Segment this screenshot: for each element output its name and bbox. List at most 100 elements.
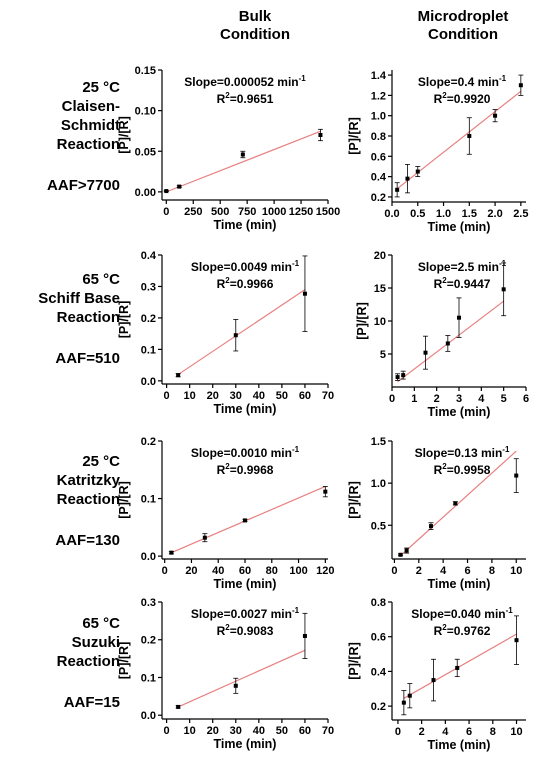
slope-annotation: Slope=0.4 min-1 [418, 74, 507, 89]
y-tick-label: 0.8 [371, 597, 386, 609]
x-tick-label: 100 [289, 565, 307, 577]
y-tick-label: 20 [374, 250, 386, 262]
data-point [404, 548, 409, 553]
data-point [323, 489, 328, 494]
data-point [233, 333, 238, 338]
y-tick-label: 1.0 [371, 478, 386, 490]
x-axis-label: Time (min) [214, 218, 277, 232]
r2-value: =0.9968 [230, 463, 274, 477]
y-axis-label: [P]/[R] [347, 642, 361, 680]
data-point [455, 665, 460, 670]
y-tick-label: 0.4 [371, 172, 387, 184]
y-tick-label: 15 [374, 283, 386, 295]
fit-line [403, 633, 517, 699]
y-tick-label: 0.3 [141, 597, 156, 609]
data-point [493, 113, 498, 118]
y-tick-label: 0.05 [135, 146, 156, 158]
row-label-claisen-schmidt: 25 °C Claisen- Schmidt Reaction AAF>7700 [0, 78, 120, 195]
r2-annotation: R2=0.9083 [217, 623, 274, 638]
r2-exponent: 2 [442, 462, 447, 471]
data-point [457, 315, 461, 320]
r2-value: =0.9920 [447, 92, 491, 106]
data-point [302, 633, 307, 638]
row-aaf: AAF>7700 [47, 177, 120, 194]
y-tick-label: 1.5 [371, 436, 386, 448]
y-tick-label: 5 [380, 349, 386, 361]
r2-annotation: R2=0.9958 [434, 462, 491, 477]
data-point [514, 638, 519, 643]
x-axis-label: Time (min) [428, 738, 491, 752]
y-tick-label: 0.2 [141, 436, 156, 448]
x-tick-label: 60 [299, 390, 311, 402]
row-temp: 25 °C [82, 79, 120, 96]
x-tick-label: 40 [253, 725, 265, 737]
microdroplet-column-header: Microdroplet Condition [388, 8, 538, 44]
x-tick-label: 1500 [316, 206, 340, 218]
r2-annotation: R2=0.9966 [217, 276, 274, 291]
x-tick-label: 2 [419, 726, 425, 738]
slope-annotation: Slope=0.0010 min-1 [191, 445, 300, 460]
data-point [401, 373, 406, 378]
slope-exponent: -1 [299, 74, 307, 83]
x-tick-label: 80 [266, 565, 278, 577]
y-axis-label: [P]/[R] [117, 642, 131, 680]
x-tick-label: 20 [185, 565, 197, 577]
x-axis-label: Time (min) [428, 405, 491, 419]
x-tick-label: 0.0 [384, 208, 399, 220]
r2-annotation: R2=0.9968 [217, 462, 274, 477]
data-point [302, 291, 307, 296]
r2-exponent: 2 [442, 276, 447, 285]
y-tick-label: 0.0 [141, 710, 156, 722]
row-temp: 65 °C [82, 615, 120, 632]
data-point [240, 152, 245, 157]
x-tick-label: 250 [184, 206, 202, 218]
x-tick-label: 2.0 [487, 208, 502, 220]
r2-symbol: R [434, 277, 443, 291]
y-tick-label: 0.1 [141, 672, 156, 684]
fit-line [166, 130, 321, 193]
data-point [398, 552, 403, 557]
x-tick-label: 120 [316, 565, 334, 577]
x-axis-label: Time (min) [214, 577, 277, 591]
r2-annotation: R2=0.9762 [434, 623, 491, 638]
chart-0: 0.00 0.05 0.10 0.15 0 250 500 750 1000 1250 1500 Ti… [117, 65, 340, 232]
r2-symbol: R [217, 277, 226, 291]
data-point [453, 501, 458, 506]
row-name-line: Reaction [56, 309, 120, 326]
x-tick-label: 1.5 [462, 208, 477, 220]
x-tick-label: 2 [416, 565, 422, 577]
data-point [467, 134, 472, 138]
slope-annotation: Slope=0.000052 min-1 [184, 74, 306, 89]
y-tick-label: 0.2 [371, 701, 386, 713]
y-tick-label: 0.00 [135, 187, 156, 199]
row-temp: 65 °C [82, 271, 120, 288]
x-tick-label: 10 [184, 390, 196, 402]
r2-exponent: 2 [225, 623, 230, 632]
r2-exponent: 2 [225, 276, 230, 285]
chart-7: 0.2 0.4 0.6 0.8 0 2 4 6 8 10 Time (min) [P]/[R] Slop… [347, 597, 526, 752]
y-tick-label: 1.0 [371, 111, 386, 123]
data-point [176, 704, 181, 709]
x-tick-label: 6 [466, 726, 472, 738]
slope-annotation: Slope=2.5 min-1 [418, 259, 507, 274]
r2-value: =0.9966 [230, 277, 274, 291]
y-tick-label: 0.2 [141, 635, 156, 647]
bulk-header-line-2: Condition [220, 26, 290, 43]
x-axis-label: Time (min) [428, 577, 491, 591]
x-tick-label: 500 [211, 206, 229, 218]
fit-line [397, 300, 505, 383]
x-axis-label: Time (min) [428, 220, 491, 234]
x-tick-label: 0 [164, 390, 170, 402]
data-point [501, 287, 506, 292]
y-axis-label: [P]/[R] [117, 301, 131, 339]
data-point [395, 187, 400, 192]
row-name-line: Suzuki [71, 634, 120, 651]
r2-exponent: 2 [442, 91, 447, 100]
y-tick-label: 0.2 [141, 313, 156, 325]
slope-exponent: -1 [499, 74, 507, 83]
y-tick-label: 1.2 [371, 90, 386, 102]
row-name-line: Reaction [56, 136, 120, 153]
data-point [318, 133, 323, 137]
data-point [518, 83, 523, 88]
y-tick-label: 0.1 [141, 344, 156, 356]
